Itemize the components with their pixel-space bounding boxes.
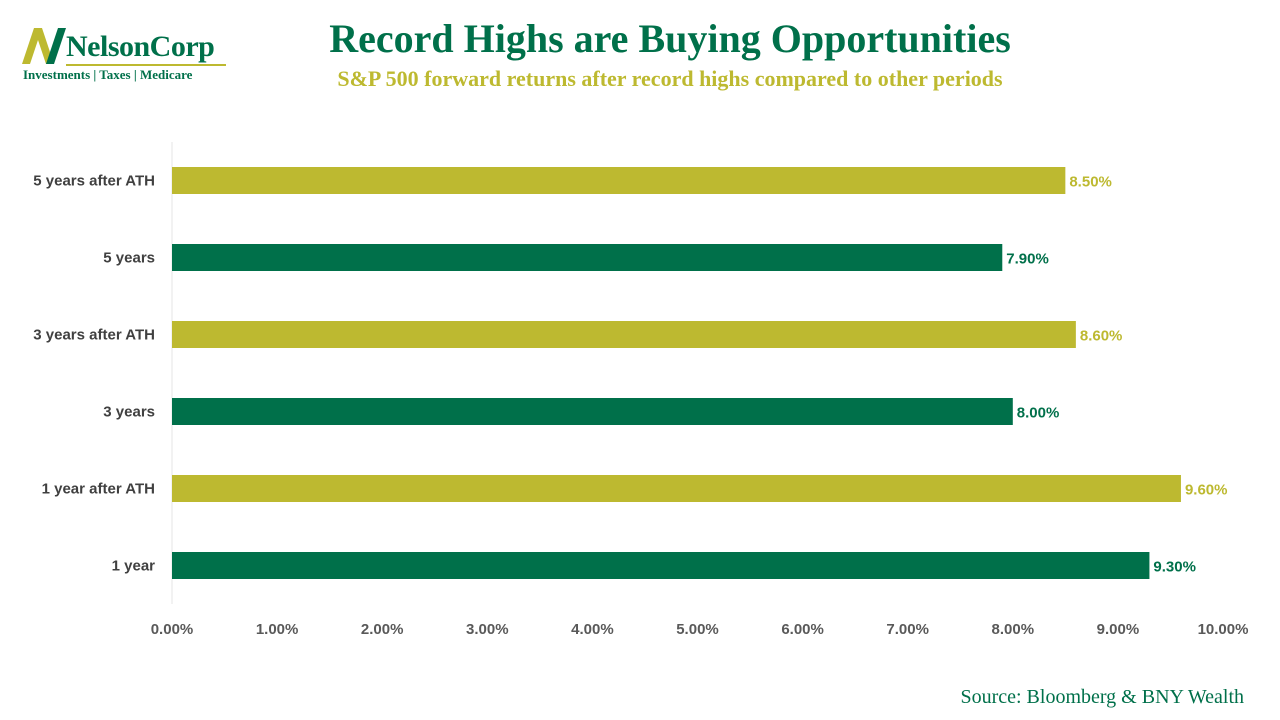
- category-label: 3 years after ATH: [33, 327, 155, 344]
- category-label: 1 year after ATH: [42, 481, 155, 498]
- bar: [172, 398, 1013, 425]
- bar: [172, 321, 1076, 348]
- logo-company-name: NelsonCorp: [66, 30, 215, 63]
- chart-title: Record Highs are Buying Opportunities: [329, 16, 1011, 61]
- x-tick-label: 2.00%: [361, 621, 404, 638]
- bar: [172, 552, 1150, 579]
- data-label: 8.60%: [1080, 328, 1123, 345]
- category-label: 5 years after ATH: [33, 173, 155, 190]
- data-label: 9.30%: [1153, 559, 1196, 576]
- x-tick-label: 4.00%: [571, 621, 614, 638]
- source-note: Source: Bloomberg & BNY Wealth: [960, 686, 1244, 708]
- x-tick-label: 7.00%: [886, 621, 929, 638]
- x-tick-label: 5.00%: [676, 621, 719, 638]
- data-label: 8.00%: [1017, 405, 1060, 422]
- bar: [172, 475, 1181, 502]
- logo-tagline: Investments | Taxes | Medicare: [23, 67, 193, 82]
- logo-n-icon: [22, 28, 66, 64]
- x-tick-label: 3.00%: [466, 621, 509, 638]
- data-label: 7.90%: [1006, 251, 1049, 268]
- logo-divider: [66, 64, 226, 66]
- data-label: 9.60%: [1185, 482, 1228, 499]
- category-label: 3 years: [103, 404, 155, 421]
- category-label: 5 years: [103, 250, 155, 267]
- x-tick-label: 8.00%: [992, 621, 1035, 638]
- x-tick-label: 6.00%: [781, 621, 824, 638]
- x-tick-label: 10.00%: [1198, 621, 1249, 638]
- x-tick-label: 9.00%: [1097, 621, 1140, 638]
- bar: [172, 244, 1003, 271]
- data-label: 8.50%: [1069, 174, 1112, 191]
- chart-subtitle: S&P 500 forward returns after record hig…: [337, 66, 1003, 91]
- category-label: 1 year: [112, 558, 156, 575]
- x-tick-label: 1.00%: [256, 621, 299, 638]
- x-tick-label: 0.00%: [151, 621, 194, 638]
- bar: [172, 167, 1066, 194]
- nelsoncorp-logo: NelsonCorp Investments | Taxes | Medicar…: [20, 24, 240, 86]
